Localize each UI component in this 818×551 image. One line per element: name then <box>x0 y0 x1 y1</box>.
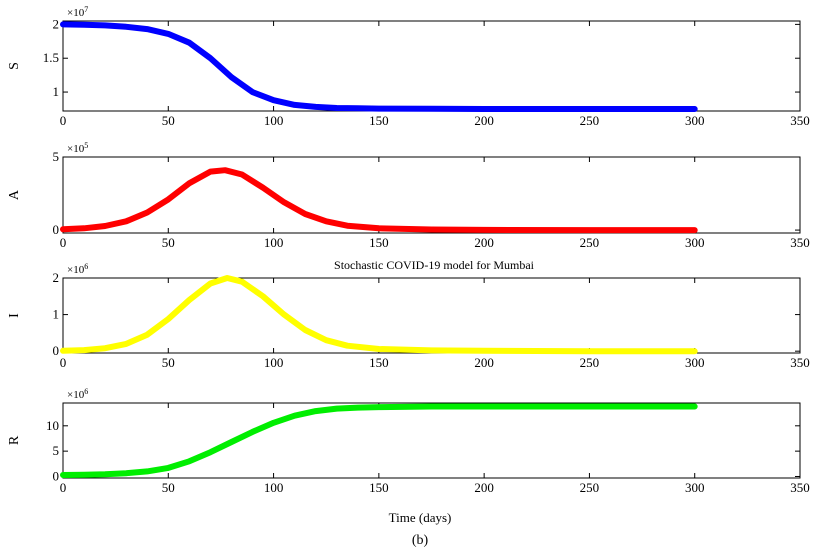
x-axis-label: Time (days) <box>389 510 452 525</box>
x-tick-label: 50 <box>162 355 175 370</box>
x-tick-label: 200 <box>474 235 494 250</box>
x-tick-label: 100 <box>264 113 284 128</box>
x-tick-label: 0 <box>60 355 67 370</box>
x-tick-label: 0 <box>60 480 67 495</box>
axes-box <box>62 156 801 234</box>
x-tick-label: 50 <box>162 113 175 128</box>
y-tick-label: 10 <box>46 418 59 433</box>
y-axis-label: R <box>7 435 22 445</box>
x-tick-label: 250 <box>580 113 600 128</box>
x-tick-label: 100 <box>264 480 284 495</box>
subplot-R: 0 50 100 150 200 250 300 350 0 5 10 R ×106 <box>7 387 810 495</box>
y-exponent-base: ×10 <box>67 143 85 155</box>
y-exponent-label: ×105 <box>67 141 88 155</box>
x-tick-label: 300 <box>685 113 705 128</box>
y-tick-label: 1 <box>53 84 60 99</box>
x-tick-label: 50 <box>162 235 175 250</box>
x-tick-label: 150 <box>369 355 389 370</box>
y-exponent-base: ×10 <box>67 389 85 401</box>
y-exponent-power: 5 <box>84 141 88 150</box>
subplot-S: 0 50 100 150 200 250 300 350 1 1.5 2 S ×107 <box>7 5 810 128</box>
y-tick-label: 5 <box>53 443 60 458</box>
y-tick-label: 0 <box>53 343 60 358</box>
chart-title: Stochastic COVID-19 model for Mumbai <box>334 258 535 272</box>
x-tick-label: 150 <box>369 235 389 250</box>
y-axis-label: I <box>7 313 22 318</box>
x-tick-label: 200 <box>474 480 494 495</box>
x-tick-label: 350 <box>790 480 810 495</box>
x-tick-label: 150 <box>369 480 389 495</box>
x-tick-label: 150 <box>369 113 389 128</box>
x-tick-label: 300 <box>685 235 705 250</box>
x-tick-label: 100 <box>264 235 284 250</box>
x-tick-label: 300 <box>685 355 705 370</box>
y-exponent-power: 7 <box>84 5 88 14</box>
x-tick-label: 300 <box>685 480 705 495</box>
y-exponent-label: ×107 <box>67 5 88 19</box>
y-axis-label: S <box>7 62 22 70</box>
figure-caption: (b) <box>412 533 429 548</box>
subplot-I: 0 50 100 150 200 250 300 350 0 1 2 I ×106 <box>7 262 810 370</box>
x-tick-label: 350 <box>790 355 810 370</box>
x-tick-label: 100 <box>264 355 284 370</box>
y-exponent-power: 6 <box>84 262 88 271</box>
y-exponent-base: ×10 <box>67 7 85 19</box>
x-tick-label: 250 <box>580 355 600 370</box>
x-tick-label: 200 <box>474 113 494 128</box>
x-tick-label: 0 <box>60 235 67 250</box>
x-tick-label: 50 <box>162 480 175 495</box>
series-line-R <box>60 403 698 478</box>
y-tick-label: 2 <box>53 270 60 285</box>
series-line-S <box>60 21 698 112</box>
y-tick-label: 1.5 <box>43 50 59 65</box>
x-tick-label: 250 <box>580 480 600 495</box>
y-tick-label: 2 <box>53 16 60 31</box>
y-axis-label: A <box>7 189 22 200</box>
series-line-I <box>60 275 698 355</box>
y-tick-label: 1 <box>53 307 60 322</box>
x-tick-label: 0 <box>60 113 67 128</box>
x-tick-label: 250 <box>580 235 600 250</box>
x-tick-label: 350 <box>790 235 810 250</box>
series-line-A <box>60 167 698 234</box>
x-tick-label: 350 <box>790 113 810 128</box>
y-exponent-base: ×10 <box>67 264 85 276</box>
y-tick-label: 0 <box>53 468 60 483</box>
y-tick-label: 5 <box>53 149 60 164</box>
y-tick-label: 0 <box>53 222 60 237</box>
y-exponent-label: ×106 <box>67 387 88 401</box>
y-exponent-label: ×106 <box>67 262 88 276</box>
axes-box <box>62 402 801 479</box>
y-exponent-power: 6 <box>84 387 88 396</box>
x-tick-label: 200 <box>474 355 494 370</box>
